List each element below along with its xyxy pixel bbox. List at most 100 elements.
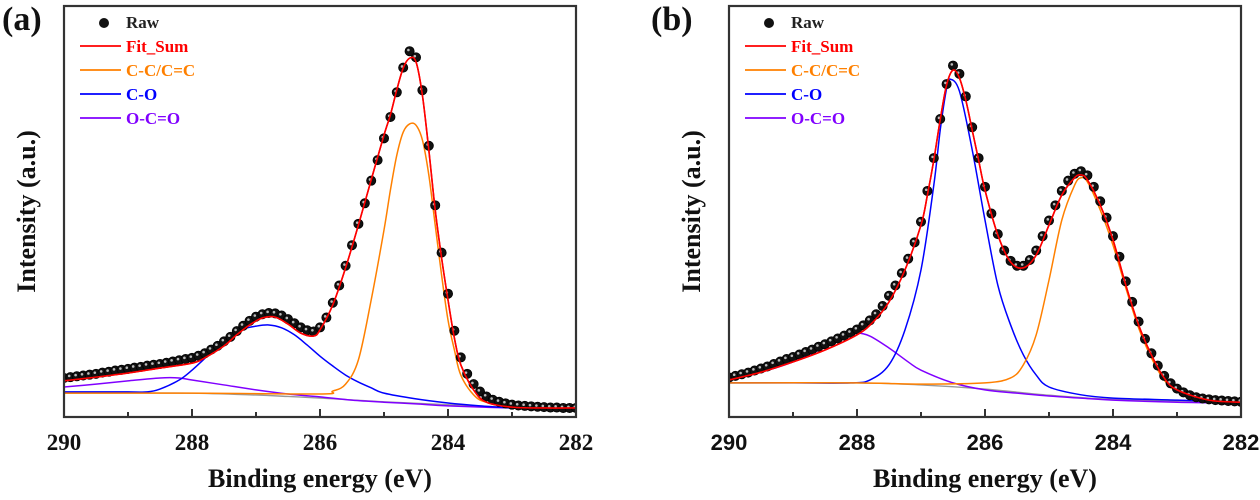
y-axis-title: Intensity (a.u.) (12, 130, 41, 293)
raw-data-point-highlight (1033, 248, 1037, 251)
raw-data-point-highlight (163, 360, 167, 363)
raw-data-point-highlight (253, 314, 257, 317)
raw-data-point-highlight (189, 355, 193, 358)
raw-data-point-highlight (1219, 398, 1222, 401)
legend-item: C-O (745, 85, 822, 104)
raw-data-point-highlight (822, 341, 826, 345)
raw-data-point-highlight (176, 357, 180, 361)
raw-data-point-highlight (950, 63, 954, 66)
raw-data-point-highlight (215, 343, 218, 346)
legend-item: C-C/C=C (80, 61, 195, 80)
x-tick-label: 282 (559, 430, 594, 455)
raw-data-point-highlight (93, 371, 97, 374)
raw-data-point-highlight (873, 311, 877, 315)
raw-data-point-highlight (1078, 168, 1082, 172)
raw-data-point-highlight (323, 315, 327, 318)
raw-data-point-highlight (304, 327, 308, 331)
raw-data-point-highlight (87, 372, 90, 375)
raw-data-point-highlight (771, 361, 774, 365)
x-tick-label: 286 (967, 430, 1004, 455)
raw-data-point-highlight (796, 352, 800, 355)
raw-data-point-highlight (931, 155, 934, 159)
raw-data-point-highlight (202, 350, 205, 354)
x-tick-label: 290 (711, 430, 748, 455)
legend-label: C-O (791, 85, 822, 104)
raw-data-point-highlight (464, 371, 468, 374)
raw-data-point-highlight (1052, 202, 1056, 206)
raw-data-point-highlight (892, 282, 896, 286)
x-tick-label: 284 (431, 430, 466, 455)
panel-b: (b) 290 288 286 284 282 Binding energy (eV) Int… (651, 1, 1259, 493)
legend: Raw Fit_Sum C-C/C=C C-O O-C=O (80, 13, 195, 128)
legend-marker (99, 18, 109, 28)
raw-data-point-highlight (400, 65, 404, 68)
raw-data-point-highlight (860, 322, 864, 326)
x-tick-label: 286 (303, 430, 338, 455)
raw-data-point-highlight (477, 389, 481, 392)
raw-data-point-highlight (330, 300, 333, 303)
x-tick-label: 288 (839, 430, 876, 455)
raw-data-point-highlight (279, 312, 282, 316)
raw-data-point-highlight (170, 359, 173, 362)
legend-label: C-C/C=C (126, 61, 195, 80)
raw-data-point-highlight (809, 347, 813, 350)
panel-a: (a) 290 288 286 284 282 Binding energy (eV) Int… (2, 1, 593, 493)
raw-data-point-highlight (112, 368, 116, 371)
raw-data-point-highlight (106, 369, 109, 372)
raw-data-point-highlight (343, 263, 346, 266)
panel-label: (b) (651, 1, 693, 38)
raw-data-point-highlight (528, 403, 532, 407)
raw-data-point-highlight (758, 366, 762, 369)
legend-item: C-O (80, 85, 157, 104)
legend-marker (764, 18, 774, 28)
raw-data-point-highlight (899, 270, 902, 274)
raw-data-point-highlight (349, 242, 353, 246)
raw-data-point-highlight (905, 256, 909, 259)
raw-data-point-highlight (221, 338, 225, 342)
raw-data-point-highlight (535, 404, 538, 407)
legend-label: C-O (126, 85, 157, 104)
raw-data-point-highlight (541, 404, 545, 408)
raw-data-point-highlight (745, 370, 749, 373)
series-line-c-o (64, 324, 576, 411)
raw-data-point-highlight (828, 338, 832, 342)
raw-data-point-highlight (355, 221, 359, 224)
raw-data-point-highlight (144, 363, 148, 366)
raw-data-point-highlight (515, 402, 519, 406)
legend-item: Raw (764, 13, 825, 32)
raw-data-point-highlight (125, 366, 129, 370)
raw-data-point-highlight (867, 317, 870, 321)
legend: Raw Fit_Sum C-C/C=C C-O O-C=O (745, 13, 860, 128)
x-tick-label: 284 (1095, 430, 1132, 455)
raw-data-point-highlight (490, 397, 493, 400)
raw-data-point-highlight (285, 316, 289, 320)
raw-data-point-highlight (131, 365, 135, 368)
raw-data-point-highlight (1084, 172, 1088, 176)
raw-data-point-highlight (496, 399, 500, 402)
raw-data-point-highlight (138, 364, 141, 367)
legend-label: O-C=O (791, 109, 845, 128)
raw-data-point-highlight (247, 318, 250, 321)
raw-data-point-highlight (157, 361, 161, 365)
x-axis-title: Binding energy (eV) (208, 464, 432, 493)
legend-item: Fit_Sum (745, 37, 853, 56)
raw-data-point-highlight (195, 353, 199, 356)
raw-data-point-highlight (835, 335, 838, 339)
series-line-o-c-o (64, 376, 576, 410)
raw-data-point-highlight (336, 282, 340, 286)
raw-data-point-highlight (1232, 398, 1235, 402)
raw-data-point-highlight (317, 324, 321, 328)
raw-data-point-highlight (471, 381, 474, 385)
raw-data-point-highlight (777, 359, 781, 362)
raw-data-point (404, 46, 415, 57)
raw-data-point-highlight (311, 329, 314, 332)
raw-data-point-highlight (732, 373, 736, 377)
raw-data-point-highlight (854, 326, 858, 330)
legend-label: O-C=O (126, 109, 180, 128)
raw-data-point-highlight (227, 334, 231, 337)
raw-data-point-highlight (912, 239, 915, 243)
legend-label: Raw (791, 13, 825, 32)
raw-data-point-highlight (764, 363, 768, 367)
raw-data-point-highlight (816, 344, 819, 347)
